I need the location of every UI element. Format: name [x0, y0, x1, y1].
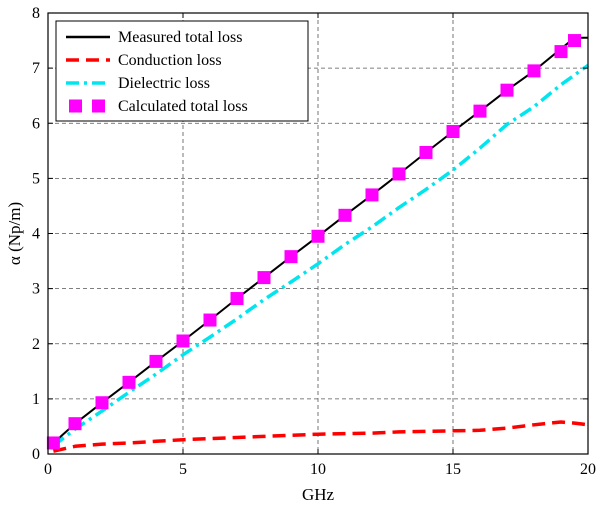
calculated-total-loss-marker	[527, 64, 541, 78]
calculated-total-loss-marker	[95, 396, 109, 410]
calculated-total-loss-marker	[446, 125, 460, 139]
calculated-total-loss-marker	[230, 292, 244, 306]
calculated-total-loss-marker	[176, 334, 190, 348]
x-tick-label: 15	[445, 461, 461, 478]
legend-swatch-calculated-total-loss	[92, 99, 105, 113]
y-tick-label: 8	[32, 5, 40, 22]
calculated-total-loss-marker	[392, 167, 406, 181]
series-layer	[46, 34, 590, 453]
conduction-loss-line	[53, 420, 589, 453]
calculated-total-loss-marker	[122, 375, 136, 389]
legend-label: Calculated total loss	[118, 98, 248, 115]
calculated-total-loss-marker	[203, 313, 217, 327]
calculated-total-loss-marker	[311, 229, 325, 243]
calculated-total-loss-marker	[284, 250, 298, 264]
dielectric-loss-line	[52, 63, 590, 448]
calculated-total-loss-marker	[568, 34, 581, 48]
x-tick-label: 5	[179, 461, 187, 478]
y-tick-label: 7	[32, 60, 40, 77]
y-tick-label: 2	[32, 336, 40, 353]
calculated-total-loss-marker	[338, 208, 352, 222]
legend-label: Dielectric loss	[118, 75, 210, 92]
calculated-total-loss-marker	[149, 354, 163, 368]
calculated-total-loss-marker	[68, 417, 82, 431]
calculated-total-loss-marker	[257, 271, 271, 285]
calculated-total-loss-marker	[419, 145, 433, 159]
y-axis-label: α (Np/m)	[5, 202, 24, 265]
x-tick-label: 20	[580, 461, 596, 478]
calculated-total-loss-marker	[473, 104, 487, 118]
legend-label: Conduction loss	[118, 52, 222, 69]
legend-label: Measured total loss	[118, 29, 242, 46]
calculated-total-loss-marker	[554, 45, 568, 59]
y-tick-label: 4	[32, 226, 40, 243]
legend: Measured total loss Conduction loss Dielec…	[55, 20, 309, 122]
calculated-total-loss-marker	[365, 188, 379, 202]
x-tick-label: 10	[310, 461, 326, 478]
y-tick-label: 5	[32, 170, 40, 187]
y-tick-label: 1	[32, 391, 40, 408]
calculated-total-loss-marker	[46, 436, 60, 450]
calculated-total-loss-marker	[500, 83, 514, 97]
legend-swatch-calculated-total-loss	[69, 99, 82, 113]
axis-ticks: 0 5 10 15 20 0 1 2 3 4 5 6 7 8	[32, 5, 596, 478]
y-tick-label: 3	[32, 281, 40, 298]
measured-total-loss-line	[52, 36, 588, 444]
y-tick-label: 6	[32, 115, 40, 132]
x-axis-label: GHz	[302, 485, 335, 504]
y-tick-label: 0	[32, 446, 40, 463]
x-tick-label: 0	[44, 461, 52, 478]
